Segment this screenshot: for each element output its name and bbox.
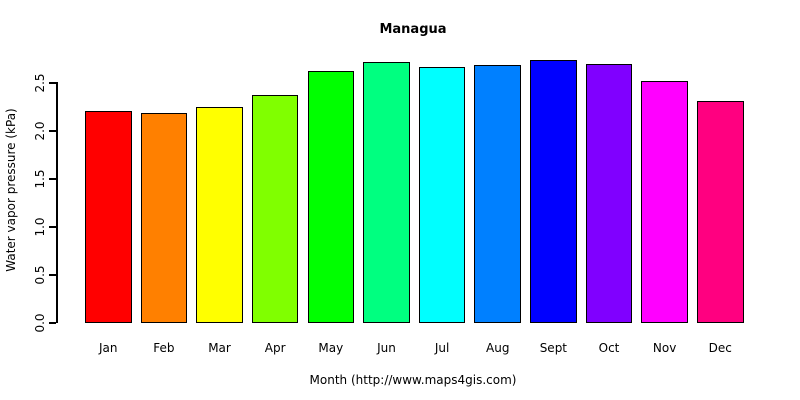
y-tick-mark (49, 274, 56, 276)
x-tick-label-feb: Feb (153, 341, 175, 355)
x-tick-label-jul: Jul (434, 341, 450, 355)
chart-title: Managua (379, 22, 447, 37)
bar-dec (697, 101, 744, 323)
x-tick-label-nov: Nov (652, 341, 677, 355)
y-tick-label: 2.5 (33, 73, 47, 93)
x-tick-label-may: May (318, 341, 344, 355)
y-tick-label: 2.0 (33, 121, 47, 141)
y-tick-label: 0.0 (33, 313, 47, 333)
x-tick-label-jan: Jan (99, 341, 118, 355)
bar-may (307, 71, 355, 323)
y-axis-title: Water vapor pressure (kPa) (4, 108, 18, 272)
bar-aug (474, 64, 521, 323)
y-tick-label: 1.0 (33, 217, 47, 237)
x-tick-label-oct: Oct (598, 341, 620, 355)
x-tick-label-dec: Dec (708, 341, 732, 355)
bar-nov (641, 81, 688, 323)
bar-oct (585, 63, 633, 323)
x-tick-label-apr: Apr (264, 341, 286, 355)
y-axis-line (56, 82, 58, 323)
bar-sept (530, 59, 577, 323)
y-tick-mark (49, 322, 56, 324)
x-tick-label-jun: Jun (377, 341, 396, 355)
y-tick-label: 1.5 (33, 169, 47, 189)
x-tick-label-mar: Mar (208, 341, 231, 355)
x-tick-label-sept: Sept (539, 341, 568, 355)
bar-mar (196, 107, 243, 323)
bar-jul (418, 66, 466, 323)
x-tick-label-aug: Aug (486, 341, 510, 355)
y-tick-mark (49, 82, 56, 84)
bar-feb (140, 112, 188, 323)
y-tick-label: 0.5 (33, 265, 47, 285)
y-tick-mark (49, 226, 56, 228)
bar-jun (363, 61, 410, 323)
y-tick-mark (49, 178, 56, 180)
bar-apr (251, 94, 299, 323)
y-tick-mark (49, 130, 56, 132)
bar-jan (85, 110, 132, 323)
x-axis-title: Month (http://www.maps4gis.com) (309, 373, 517, 387)
